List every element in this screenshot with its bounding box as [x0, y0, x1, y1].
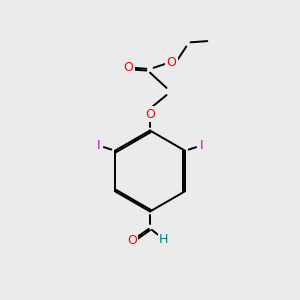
Text: O: O [124, 61, 133, 74]
Text: O: O [145, 107, 155, 121]
Text: O: O [167, 56, 176, 69]
Text: O: O [127, 234, 137, 247]
Text: I: I [97, 139, 100, 152]
Text: I: I [200, 139, 203, 152]
Text: H: H [159, 233, 168, 246]
